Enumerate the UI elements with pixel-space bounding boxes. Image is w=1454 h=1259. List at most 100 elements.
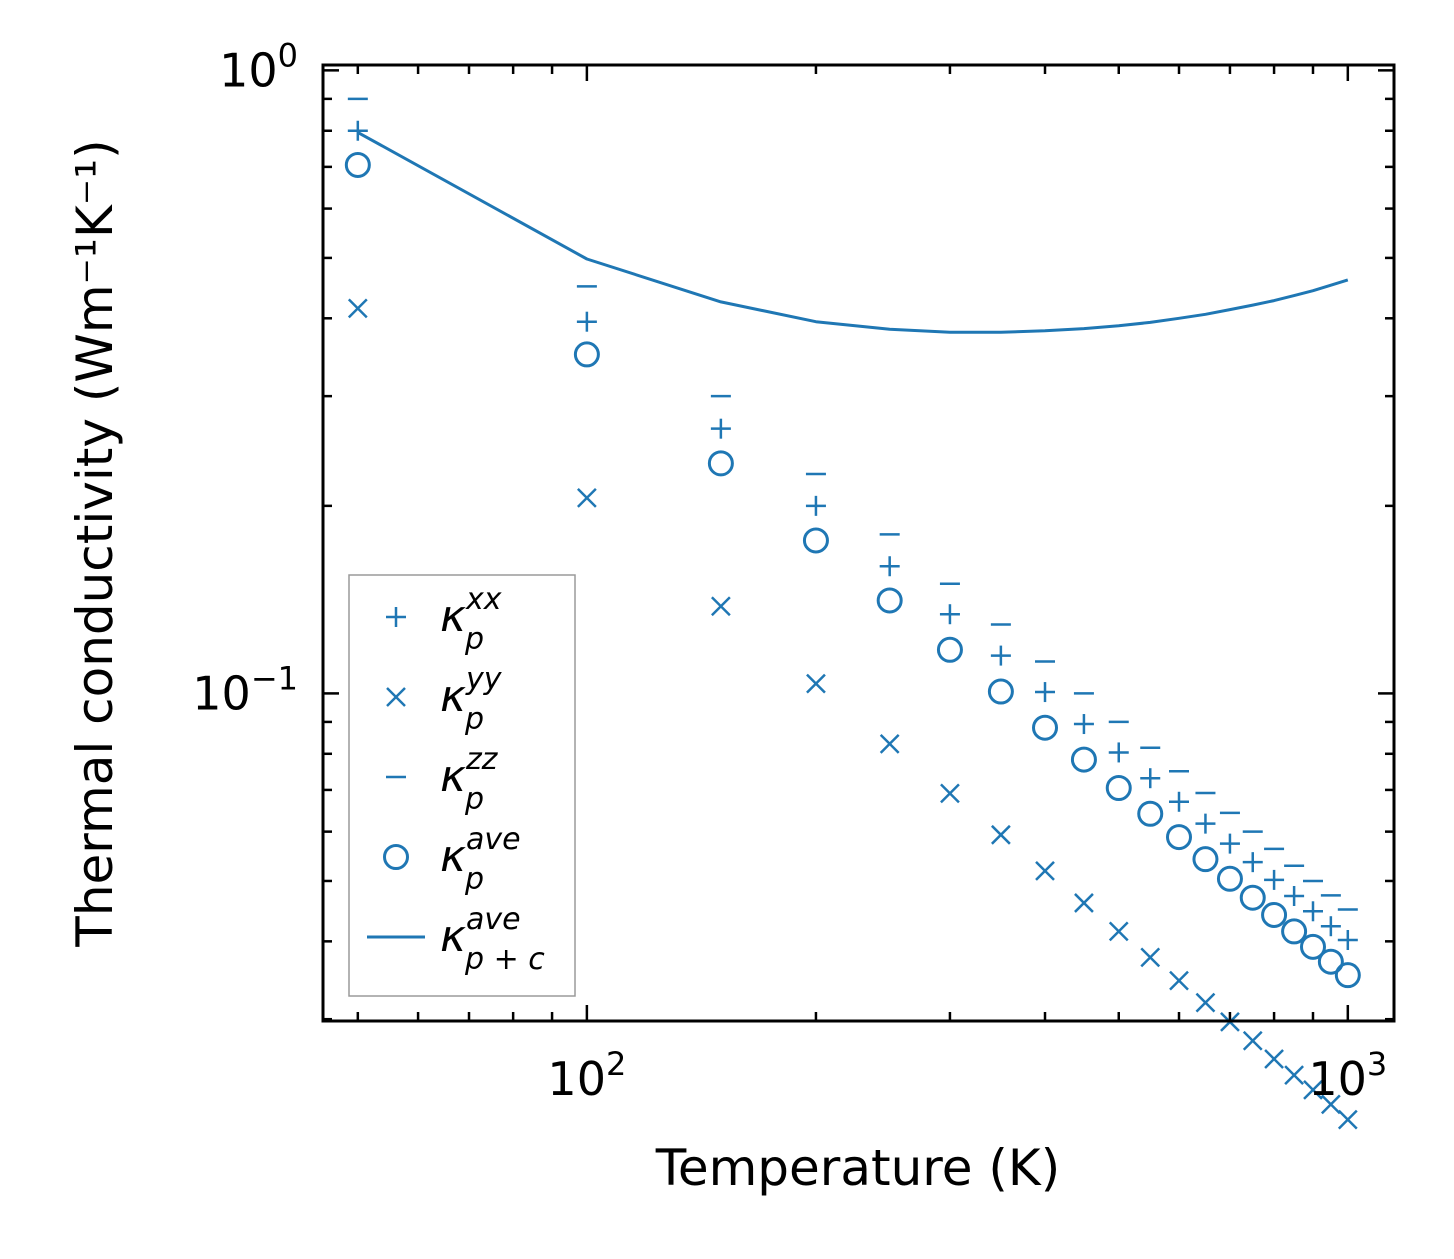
x-marker-b xyxy=(1074,893,1094,913)
data-point xyxy=(1264,869,1285,890)
x-marker-b xyxy=(1108,921,1129,942)
data-point xyxy=(940,783,960,804)
series-kappa_p+c_ave xyxy=(357,131,1349,334)
legend-swatch xyxy=(386,687,406,707)
data-point xyxy=(1242,1030,1263,1051)
data-point xyxy=(1320,1094,1341,1115)
x-marker-b xyxy=(1195,992,1216,1013)
data-point xyxy=(1261,901,1288,928)
data-point xyxy=(576,311,597,332)
x-marker-b xyxy=(576,487,597,508)
data-point xyxy=(347,120,368,141)
data-point xyxy=(879,733,900,754)
data-point xyxy=(876,587,903,614)
data-point xyxy=(1299,933,1326,960)
data-point xyxy=(1032,714,1059,741)
legend-label: κyy p xyxy=(440,662,503,737)
series-line xyxy=(357,131,1349,334)
legend-swatch xyxy=(386,607,406,627)
data-point xyxy=(806,673,826,694)
data-point xyxy=(1140,947,1161,968)
data-point xyxy=(1074,893,1094,913)
data-point xyxy=(1192,846,1219,873)
data-point xyxy=(1140,768,1161,789)
data-point xyxy=(1284,885,1305,906)
series-kappa_p_xx xyxy=(347,120,1358,950)
x-marker-b xyxy=(1337,1109,1358,1130)
data-point xyxy=(1320,916,1341,937)
x-marker-b xyxy=(1284,1065,1304,1085)
legend-label: κxx p xyxy=(440,582,502,657)
data-point xyxy=(1169,791,1190,812)
data-point xyxy=(990,645,1011,666)
legend-frame xyxy=(348,574,576,997)
plot-area xyxy=(344,97,1361,1130)
legend-label: κzz p xyxy=(440,742,499,817)
x-marker-b xyxy=(990,824,1011,845)
x-axis-label: Temperature (K) xyxy=(655,1139,1060,1197)
x-marker-b xyxy=(806,673,826,694)
data-point xyxy=(1302,901,1323,922)
data-point xyxy=(1216,865,1243,892)
x-marker-b xyxy=(1169,970,1189,991)
data-point xyxy=(1242,852,1263,873)
legend-label: κave p xyxy=(440,822,521,897)
data-point xyxy=(344,151,371,178)
x-marker-b xyxy=(710,596,731,617)
data-point xyxy=(1035,860,1055,881)
data-point xyxy=(1195,992,1216,1013)
data-point xyxy=(1108,742,1129,763)
data-point xyxy=(1337,1109,1358,1130)
data-point xyxy=(1303,1080,1323,1100)
legend-swatch xyxy=(383,844,409,870)
data-point xyxy=(1264,1049,1284,1069)
x-marker-b xyxy=(347,298,368,319)
x-tick-label: 103 xyxy=(1308,1045,1387,1106)
x-marker-b xyxy=(1140,947,1161,968)
data-point xyxy=(1239,884,1266,911)
data-point xyxy=(710,596,731,617)
data-point xyxy=(1166,824,1193,851)
data-point xyxy=(1169,970,1189,991)
x-tick-label: 102 xyxy=(547,1045,626,1106)
data-point xyxy=(1317,948,1344,975)
data-point xyxy=(879,556,900,577)
data-point xyxy=(802,527,829,554)
data-point xyxy=(1108,921,1129,942)
data-point xyxy=(1105,774,1132,801)
data-point xyxy=(710,418,731,439)
data-point xyxy=(1337,929,1358,950)
data-point xyxy=(347,298,368,319)
data-point xyxy=(1070,746,1097,773)
y-axis-label: Thermal conductivity (Wm⁻¹K⁻¹) xyxy=(66,139,124,947)
series-kappa_p_ave xyxy=(344,151,1361,989)
x-marker-b xyxy=(386,687,406,707)
data-point xyxy=(573,341,600,368)
series-kappa_p_zz xyxy=(347,97,1358,911)
y-tick-label: 100 xyxy=(219,36,298,97)
y-tick-label: 10−1 xyxy=(192,659,298,720)
data-point xyxy=(1035,682,1056,703)
data-point xyxy=(1137,800,1164,827)
data-point xyxy=(707,450,734,477)
x-marker-b xyxy=(879,733,900,754)
data-point xyxy=(987,678,1014,705)
x-marker-b xyxy=(1320,1094,1341,1115)
data-point xyxy=(1219,833,1240,854)
data-point xyxy=(1284,1065,1304,1085)
data-point xyxy=(1334,962,1361,989)
data-point xyxy=(576,487,597,508)
axes-frame xyxy=(321,63,1396,1023)
x-marker-b xyxy=(1264,1049,1284,1069)
data-point xyxy=(805,495,826,516)
data-point xyxy=(1281,918,1308,945)
data-point xyxy=(1073,714,1094,735)
data-point xyxy=(936,636,963,663)
x-marker-b xyxy=(1303,1080,1323,1100)
data-point xyxy=(990,824,1011,845)
x-marker-b xyxy=(1242,1030,1263,1051)
data-point xyxy=(939,604,960,625)
legend-label: κave p + c xyxy=(440,902,545,977)
